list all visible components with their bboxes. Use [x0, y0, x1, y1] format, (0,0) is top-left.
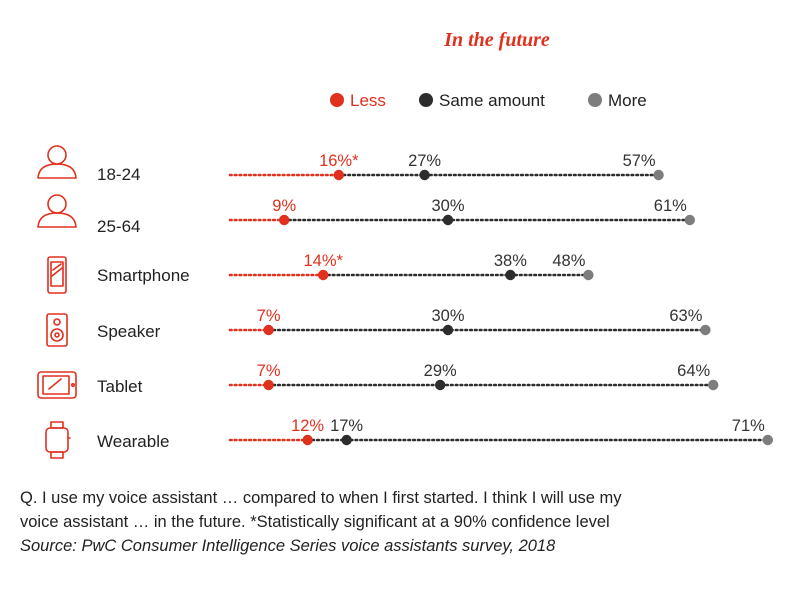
more-value-label: 61%: [654, 197, 687, 215]
more-value-label: 71%: [732, 417, 765, 435]
person-icon: [37, 194, 77, 228]
category-label: 18-24: [97, 165, 140, 184]
less-dot: [333, 169, 344, 181]
less-value-label: 12%: [291, 417, 324, 435]
more-dot: [653, 169, 664, 181]
category-label: Wearable: [97, 432, 169, 451]
chart-row: Tablet 7% 29% 64%: [37, 362, 719, 399]
category-label: Smartphone: [97, 266, 190, 285]
legend-swatch: [419, 93, 433, 107]
legend-label: More: [608, 91, 647, 110]
same-amount-dot: [442, 324, 454, 336]
smartphone-icon: [47, 256, 67, 294]
legend-item-1: Less: [330, 91, 386, 110]
less-dot: [279, 214, 290, 226]
less-value-label: 14%*: [303, 252, 343, 270]
same-amount-value-label: 17%: [330, 417, 363, 435]
chart-row: Wearable 12% 17% 71%: [45, 417, 773, 459]
category-label: 25-64: [97, 217, 140, 236]
same-amount-value-label: 29%: [424, 362, 457, 380]
same-amount-value-label: 38%: [494, 252, 527, 270]
legend-item-3: More: [588, 91, 647, 110]
legend-swatch: [588, 93, 602, 107]
less-dot: [263, 324, 274, 336]
same-amount-value-label: 27%: [408, 152, 441, 170]
less-value-label: 16%*: [319, 152, 359, 170]
chart-title: In the future: [443, 29, 550, 51]
same-amount-dot: [442, 214, 454, 226]
footnote-line-1: Q. I use my voice assistant … compared t…: [20, 489, 622, 507]
less-value-label: 7%: [257, 362, 281, 380]
chart-row: 18-24 16%* 27% 57%: [37, 145, 664, 184]
more-dot: [583, 269, 594, 281]
chart-rows: 18-24 16%* 27% 57% 25-64 9% 30% 61% Smartphone 14…: [37, 145, 773, 459]
person-icon: [37, 145, 77, 179]
same-amount-value-label: 30%: [431, 197, 464, 215]
less-dot: [263, 379, 274, 391]
smartwatch-icon: [45, 421, 71, 459]
less-value-label: 9%: [272, 197, 296, 215]
less-dot: [318, 269, 329, 281]
more-dot: [708, 379, 719, 391]
legend-item-2: Same amount: [419, 91, 545, 110]
more-value-label: 57%: [623, 152, 656, 170]
legend: Less Same amount More: [330, 91, 647, 110]
more-value-label: 48%: [552, 252, 585, 270]
more-value-label: 64%: [677, 362, 710, 380]
source-note: Source: PwC Consumer Intelligence Series…: [20, 537, 556, 555]
legend-swatch: [330, 93, 344, 107]
more-dot: [762, 434, 773, 446]
less-dot: [302, 434, 313, 446]
same-amount-value-label: 30%: [431, 307, 464, 325]
more-dot: [684, 214, 695, 226]
footnote-line-2: voice assistant … in the future. *Statis…: [20, 513, 610, 531]
chart-row: Speaker 7% 30% 63%: [46, 307, 711, 347]
speaker-icon: [46, 313, 68, 347]
same-amount-dot: [435, 379, 446, 391]
legend-label: Same amount: [439, 91, 545, 110]
same-amount-dot: [505, 269, 516, 281]
tablet-icon: [37, 371, 77, 399]
dot-plot-chart: In the future Less Same amount More 18-241…: [37, 29, 773, 459]
less-value-label: 7%: [257, 307, 281, 325]
legend-label: Less: [350, 91, 386, 110]
same-amount-dot: [341, 434, 352, 446]
category-label: Speaker: [97, 322, 161, 341]
chart-row: Smartphone 14%* 38% 48%: [47, 252, 594, 294]
more-value-label: 63%: [669, 307, 702, 325]
category-label: Tablet: [97, 377, 143, 396]
chart-row: 25-64 9% 30% 61%: [37, 194, 695, 236]
same-amount-dot: [419, 169, 430, 181]
more-dot: [700, 324, 711, 336]
